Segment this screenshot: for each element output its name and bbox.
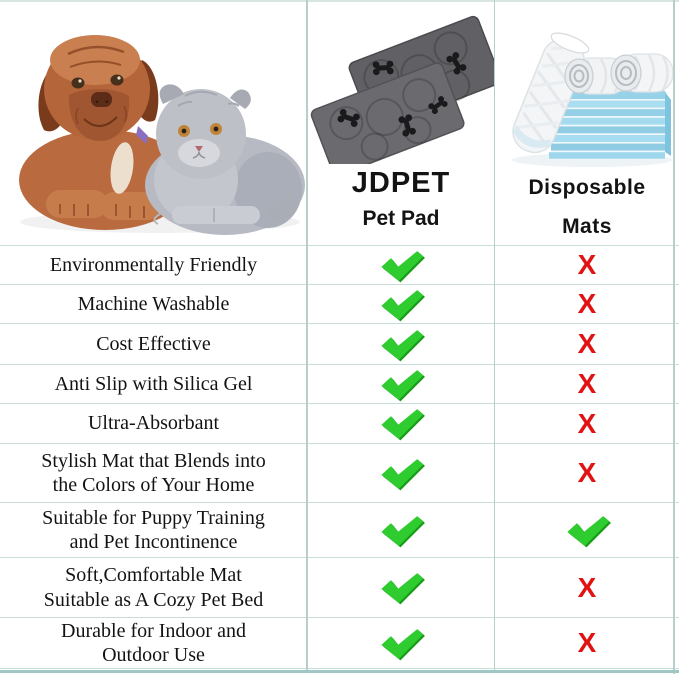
disposable-header: Disposable Mats [495, 0, 679, 245]
disposable-value-cell: X [495, 285, 679, 323]
pets-photo-cell [0, 0, 307, 245]
row-label: Environmentally Friendly [0, 246, 307, 284]
front-pad [310, 62, 465, 164]
check-icon [380, 573, 425, 605]
jdpet-value-cell [307, 324, 495, 364]
jdpet-value-cell [307, 444, 495, 502]
row-label: Anti Slip with Silica Gel [0, 365, 307, 403]
disposable-value-cell [495, 503, 679, 557]
disposable-value-cell: X [495, 324, 679, 364]
row-label-line: Machine Washable [77, 292, 230, 315]
check-icon [380, 329, 425, 361]
table-row: Ultra-Absorbant X [0, 403, 679, 443]
right-border [673, 0, 675, 674]
product-name: Pet Pad [362, 206, 440, 230]
jdpet-value-cell [307, 503, 495, 557]
disposable-value-cell: X [495, 246, 679, 284]
row-label-line: Suitable as A Cozy Pet Bed [43, 588, 264, 611]
header-row: JDPET Pet Pad [0, 0, 679, 245]
x-icon: X [577, 457, 597, 488]
row-label-line: Suitable for Puppy Training [42, 506, 265, 529]
disposable-value-cell: X [495, 618, 679, 668]
bottom-accent-line [0, 670, 679, 673]
table-row: Soft,Comfortable Mat Suitable as A Cozy P… [0, 557, 679, 617]
check-icon [380, 250, 425, 282]
x-icon: X [577, 328, 597, 359]
row-label: Soft,Comfortable Mat Suitable as A Cozy P… [0, 558, 307, 617]
check-icon [380, 628, 425, 660]
table-row: Environmentally Friendly X [0, 245, 679, 284]
row-label-line: Stylish Mat that Blends into [41, 449, 266, 472]
dog-illustration [19, 35, 191, 230]
row-label: Machine Washable [0, 285, 307, 323]
cat-illustration [145, 84, 305, 235]
jdpet-value-cell [307, 285, 495, 323]
jdpet-pet-pad-photo [310, 15, 494, 164]
x-icon: X [577, 407, 597, 439]
brand-name: JDPET [351, 167, 451, 199]
jdpet-value-cell [307, 404, 495, 443]
dog-and-cat-photo [19, 35, 305, 235]
feature-table: Environmentally Friendly X Machine Washab… [0, 245, 679, 669]
table-row: Stylish Mat that Blends into the Colors o… [0, 443, 679, 502]
x-icon: X [577, 368, 597, 399]
row-label-line: Environmentally Friendly [49, 253, 258, 276]
disposable-mats-photo [512, 32, 674, 167]
row-label-line: Outdoor Use [102, 644, 205, 666]
x-icon: X [577, 288, 597, 319]
check-icon [380, 515, 425, 547]
x-icon: X [577, 249, 597, 280]
product-name-line2: Mats [562, 215, 612, 238]
table-row: Suitable for Puppy Training and Pet Incon… [0, 502, 679, 557]
row-label: Suitable for Puppy Training and Pet Incon… [0, 503, 307, 557]
product-name-line1: Disposable [528, 176, 646, 199]
disposable-value-cell: X [495, 365, 679, 403]
jdpet-value-cell [307, 618, 495, 668]
jdpet-header: JDPET Pet Pad [307, 0, 495, 245]
row-label-line: Cost Effective [96, 332, 211, 355]
table-row: Durable for Indoor and Outdoor Use X [0, 617, 679, 668]
row-label-line: Soft,Comfortable Mat [65, 564, 242, 586]
top-border [0, 0, 679, 2]
x-icon: X [577, 627, 597, 658]
table-row: Machine Washable X [0, 284, 679, 323]
check-icon [380, 458, 425, 490]
jdpet-value-cell [307, 246, 495, 284]
row-label-line: Ultra-Absorbant [87, 412, 220, 435]
rolled-mat-2 [610, 53, 674, 93]
disposable-value-cell: X [495, 558, 679, 617]
row-label-line: Anti Slip with Silica Gel [54, 372, 253, 395]
check-icon [380, 369, 425, 401]
check-icon [380, 289, 425, 321]
column-divider-1 [306, 0, 308, 673]
row-label: Durable for Indoor and Outdoor Use [0, 618, 307, 668]
row-label: Cost Effective [0, 324, 307, 364]
row-label: Stylish Mat that Blends into the Colors o… [0, 444, 307, 502]
table-row: Anti Slip with Silica Gel X [0, 364, 679, 403]
table-row: Cost Effective X [0, 323, 679, 364]
check-icon [380, 409, 425, 441]
row-label-line: and Pet Incontinence [69, 531, 238, 553]
column-divider-2 [493, 0, 495, 673]
jdpet-value-cell [307, 365, 495, 403]
disposable-value-cell: X [495, 404, 679, 443]
row-label: Ultra-Absorbant [0, 404, 307, 443]
jdpet-value-cell [307, 558, 495, 617]
row-label-line: the Colors of Your Home [52, 474, 255, 496]
x-icon: X [577, 571, 597, 603]
row-label-line: Durable for Indoor and [61, 619, 246, 642]
check-icon [566, 515, 611, 547]
disposable-value-cell: X [495, 444, 679, 502]
